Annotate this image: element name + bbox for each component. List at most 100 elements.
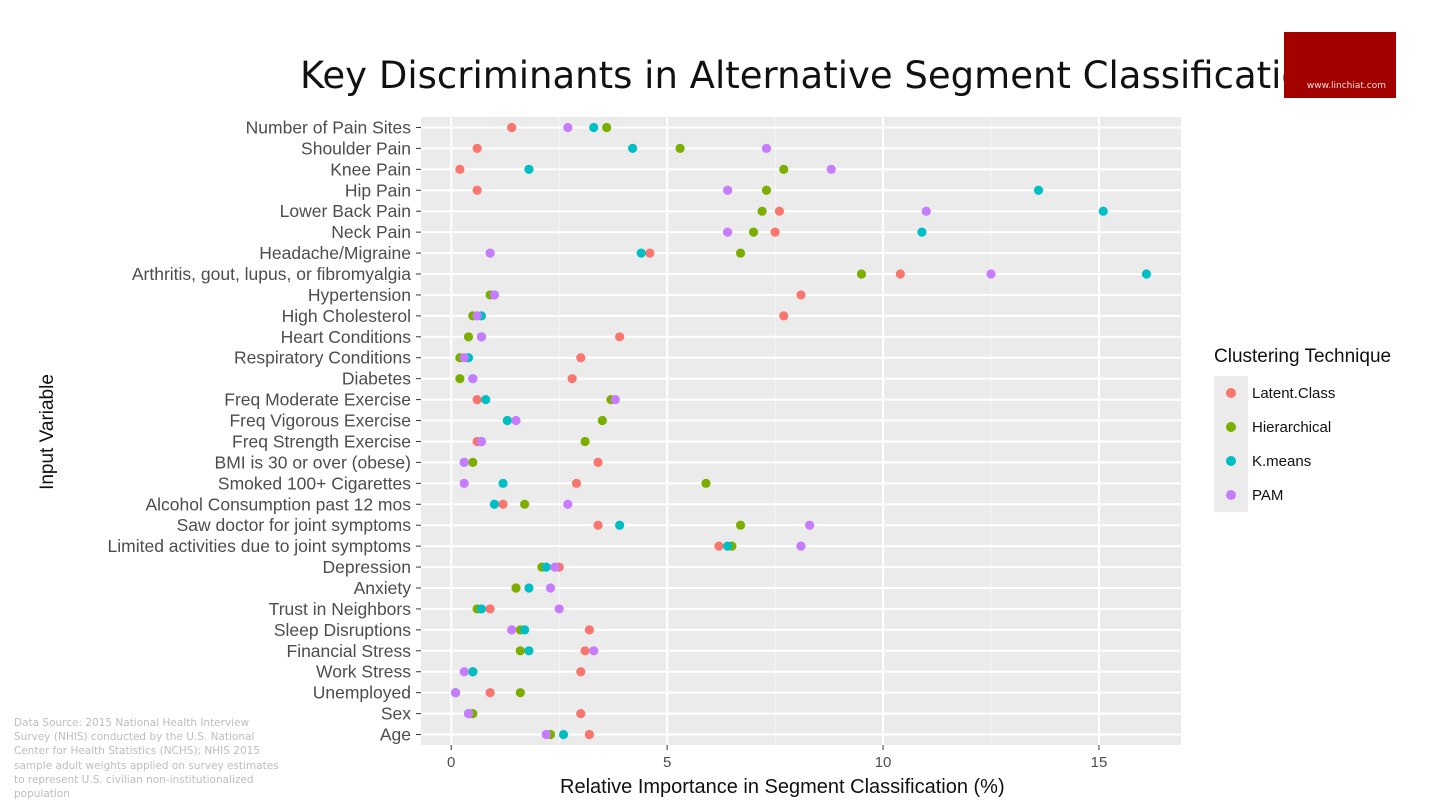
legend-dot xyxy=(1226,456,1236,466)
y-tick-label: BMI is 30 or over (obese) xyxy=(215,452,411,472)
data-point xyxy=(805,520,815,530)
data-point xyxy=(571,478,582,488)
legend-dot xyxy=(1226,422,1236,432)
data-point xyxy=(675,143,685,153)
data-point xyxy=(1033,185,1044,195)
data-point xyxy=(472,311,482,321)
data-point xyxy=(450,688,461,698)
data-point xyxy=(463,709,474,719)
y-tick-label: Age xyxy=(380,725,411,745)
x-tick-label: 0 xyxy=(447,754,455,771)
data-point xyxy=(520,625,530,635)
data-point xyxy=(615,332,625,342)
legend-item-pam: PAM xyxy=(1214,478,1391,512)
x-tick-label: 15 xyxy=(1091,754,1108,771)
data-point xyxy=(489,290,500,300)
y-tick-label: Diabetes xyxy=(342,369,411,389)
data-point xyxy=(515,688,525,698)
legend-label: Hierarchical xyxy=(1252,418,1332,436)
brand-logo[interactable]: www.linchiat.com xyxy=(1284,32,1396,98)
y-tick-label: Work Stress xyxy=(316,662,411,682)
data-point xyxy=(722,541,733,551)
legend-key xyxy=(1214,444,1248,478)
legend-dot xyxy=(1226,388,1236,398)
data-point xyxy=(507,625,517,635)
data-point xyxy=(489,499,500,509)
data-point xyxy=(455,164,465,174)
data-point xyxy=(584,625,595,635)
data-point xyxy=(597,415,607,426)
legend-title: Clustering Technique xyxy=(1214,346,1392,367)
data-point xyxy=(779,164,789,174)
data-point xyxy=(779,311,789,321)
data-point xyxy=(584,729,595,740)
data-point xyxy=(986,269,996,279)
data-point xyxy=(770,227,780,237)
data-point xyxy=(856,269,867,279)
data-point xyxy=(580,436,590,447)
y-tick-label: Hip Pain xyxy=(345,180,411,200)
data-point xyxy=(722,185,733,195)
source-note: Data Source: 2015 National Health Interv… xyxy=(14,717,279,801)
data-point xyxy=(917,227,927,237)
legend-item-kmeans: K.means xyxy=(1214,444,1391,478)
data-point xyxy=(520,499,530,509)
y-tick-label: Financial Stress xyxy=(287,641,412,661)
data-point xyxy=(714,541,724,551)
legend-label: Latent.Class xyxy=(1252,384,1336,402)
data-point xyxy=(748,227,759,237)
data-point xyxy=(610,395,620,405)
data-point xyxy=(472,185,482,195)
data-point xyxy=(589,122,599,133)
data-point xyxy=(796,290,806,300)
data-point xyxy=(593,520,603,530)
data-point xyxy=(468,667,478,677)
y-tick-label: Headache/Migraine xyxy=(259,243,411,263)
legend-item-latent-class: Latent.Class xyxy=(1214,376,1391,410)
data-point xyxy=(735,248,746,258)
data-point xyxy=(472,395,482,405)
y-tick-label: Anxiety xyxy=(354,578,412,598)
legend-dot xyxy=(1226,490,1236,500)
y-tick-label: High Cholesterol xyxy=(282,306,411,326)
data-point xyxy=(757,206,767,216)
y-tick-label: Freq Moderate Exercise xyxy=(224,390,411,410)
legend-key xyxy=(1214,410,1248,444)
data-point xyxy=(515,646,525,656)
data-point xyxy=(476,332,487,342)
data-point xyxy=(545,583,556,593)
data-point xyxy=(580,646,590,656)
logo-text: www.linchiat.com xyxy=(1306,81,1386,91)
y-tick-label: Saw doctor for joint symptoms xyxy=(177,515,412,535)
data-point xyxy=(602,122,612,133)
y-tick-label: Knee Pain xyxy=(330,159,411,179)
data-point xyxy=(1098,206,1108,216)
data-point xyxy=(576,709,586,719)
data-point xyxy=(563,122,573,133)
y-tick-label: Neck Pain xyxy=(331,222,411,242)
data-point xyxy=(463,332,474,342)
data-point xyxy=(498,499,508,509)
data-point xyxy=(826,164,836,174)
y-tick-label: Sex xyxy=(381,704,411,724)
data-point xyxy=(524,164,534,174)
data-point xyxy=(511,415,521,426)
y-tick-label: Smoked 100+ Cigarettes xyxy=(218,473,411,493)
legend-label: PAM xyxy=(1252,486,1284,504)
data-point xyxy=(796,541,806,551)
data-point xyxy=(1141,269,1152,279)
y-tick-label: Limited activities due to joint symptoms xyxy=(108,536,412,556)
data-point xyxy=(627,143,638,153)
data-point xyxy=(550,562,560,572)
data-point xyxy=(485,248,495,258)
data-point xyxy=(507,122,517,133)
y-tick-label: Heart Conditions xyxy=(281,327,412,347)
data-point xyxy=(485,688,495,698)
legend-label: K.means xyxy=(1252,452,1312,470)
y-tick-label: Respiratory Conditions xyxy=(234,348,411,368)
data-point xyxy=(511,583,521,593)
data-point xyxy=(541,729,551,740)
data-point xyxy=(558,729,569,740)
data-point xyxy=(761,143,772,153)
data-point xyxy=(468,457,478,467)
